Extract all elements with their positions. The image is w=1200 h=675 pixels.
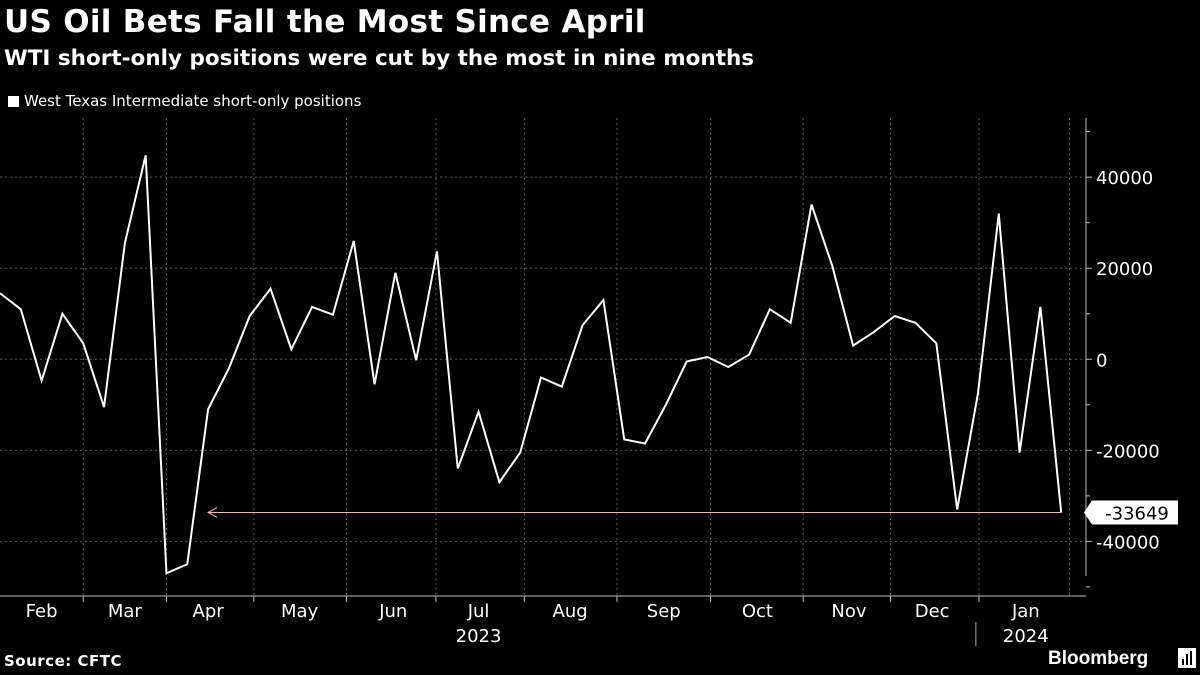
value-callout-box [1084, 500, 1178, 525]
x-tick-label: Sep [647, 601, 681, 622]
year-label: 2023 [456, 626, 502, 647]
y-tick-label: 20000 [1096, 259, 1153, 280]
y-tick-label: 0 [1096, 350, 1107, 371]
y-tick-label: 40000 [1096, 168, 1153, 189]
source-note: Source: CFTC [4, 652, 122, 670]
x-tick-label: Apr [193, 601, 225, 622]
bloomberg-terminal-icon [1178, 648, 1196, 668]
legend: West Texas Intermediate short-only posit… [8, 92, 361, 110]
x-tick-label: Mar [108, 601, 143, 622]
brand-logo: Bloomberg [1048, 648, 1149, 669]
y-tick-label: -20000 [1096, 441, 1160, 462]
chart-title: US Oil Bets Fall the Most Since April [4, 4, 646, 40]
x-tick-label: Aug [553, 601, 588, 622]
x-tick-label: Jun [378, 601, 407, 622]
x-tick-label: Oct [742, 601, 773, 622]
annotation-arrowhead [207, 507, 218, 518]
x-tick-label: Feb [26, 601, 58, 622]
x-tick-label: Nov [831, 601, 866, 622]
x-tick-label: Jul [467, 601, 490, 622]
year-label: 2024 [1003, 626, 1049, 647]
value-callout-label: -33649 [1105, 503, 1169, 524]
x-tick-label: Dec [915, 601, 950, 622]
y-tick-label: -40000 [1096, 532, 1160, 553]
legend-label: West Texas Intermediate short-only posit… [24, 92, 362, 110]
x-tick-label: Jan [1011, 601, 1040, 622]
legend-swatch [8, 95, 19, 107]
chart-subtitle: WTI short-only positions were cut by the… [4, 46, 755, 71]
x-tick-label: May [281, 601, 319, 622]
series-line [0, 155, 1063, 575]
